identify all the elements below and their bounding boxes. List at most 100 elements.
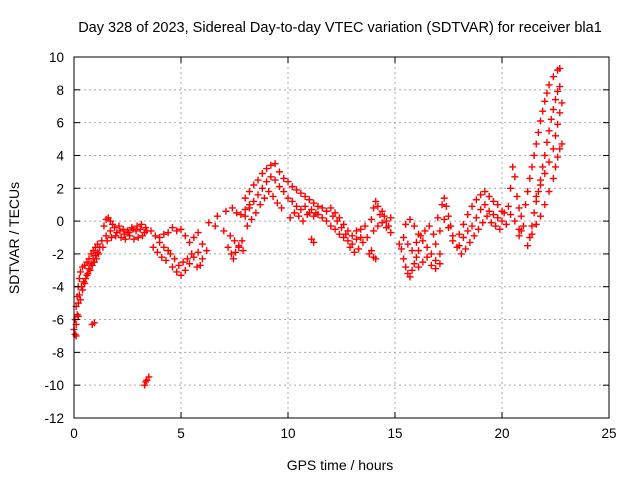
x-axis-label: GPS time / hours: [287, 457, 394, 473]
data-point: [445, 212, 452, 220]
x-tick-label: 25: [601, 426, 616, 441]
data-point: [265, 188, 273, 196]
data-point: [100, 222, 108, 230]
data-point: [224, 243, 232, 251]
data-point: [363, 234, 371, 241]
data-point: [82, 275, 90, 283]
x-tick-label: 5: [177, 426, 185, 441]
data-point: [415, 263, 423, 271]
y-tick-label: -2: [52, 247, 64, 262]
y-axis: -12 -10 -8 -6 -4 -2 0 2 4 6 8 10: [44, 50, 609, 426]
data-point: [132, 227, 140, 235]
data-point: [141, 381, 149, 389]
data-point: [464, 211, 472, 219]
data-point: [346, 243, 354, 251]
data-point: [303, 211, 311, 219]
data-point: [323, 207, 331, 215]
data-point: [263, 178, 271, 186]
y-tick-label: 4: [56, 148, 64, 163]
data-point: [513, 192, 521, 200]
data-point: [75, 275, 83, 283]
data-point: [175, 261, 183, 269]
data-point: [164, 229, 172, 237]
data-point: [158, 253, 166, 261]
data-point: [372, 197, 380, 205]
data-point: [367, 247, 375, 255]
data-point: [190, 234, 198, 241]
data-point: [445, 224, 452, 232]
data-point: [378, 207, 386, 215]
data-point: [397, 245, 405, 253]
data-point: [126, 232, 134, 240]
data-point: [87, 260, 95, 268]
data-point: [534, 128, 542, 136]
data-point: [99, 243, 107, 251]
data-point: [151, 232, 159, 240]
data-point: [558, 99, 566, 107]
data-point: [164, 247, 172, 255]
data-point: [323, 217, 331, 225]
data-point: [402, 263, 410, 271]
data-point: [410, 222, 418, 230]
data-point: [543, 138, 551, 146]
data-point: [485, 192, 493, 200]
data-point: [271, 160, 279, 168]
data-point: [440, 215, 448, 223]
data-point: [119, 225, 127, 233]
data-point: [479, 219, 487, 227]
data-point: [481, 188, 489, 196]
data-point: [539, 107, 547, 115]
data-point: [382, 224, 390, 232]
data-point: [94, 248, 102, 256]
y-tick-label: 10: [49, 50, 64, 65]
data-point: [160, 230, 168, 238]
data-point: [254, 176, 262, 184]
data-point: [288, 183, 296, 191]
data-point: [408, 247, 416, 255]
data-point: [434, 214, 442, 222]
data-point: [75, 291, 83, 299]
data-point: [517, 227, 525, 235]
data-point: [310, 199, 318, 207]
data-point: [477, 191, 485, 199]
data-point: [301, 202, 309, 210]
data-point: [252, 209, 260, 217]
data-point: [293, 202, 301, 210]
data-point: [406, 273, 414, 281]
y-tick-label: 8: [56, 83, 64, 98]
data-point: [250, 181, 258, 189]
data-point: [198, 255, 206, 263]
x-tick-label: 10: [280, 426, 295, 441]
data-point: [470, 232, 478, 240]
data-point: [489, 211, 497, 219]
data-point: [526, 174, 534, 182]
data-point: [552, 163, 559, 171]
data-point: [537, 181, 545, 189]
data-point: [537, 117, 545, 125]
data-point: [74, 312, 82, 320]
data-point: [528, 222, 536, 230]
data-point: [556, 109, 564, 117]
data-point: [404, 240, 412, 248]
data-point: [380, 212, 388, 220]
data-point: [160, 243, 168, 251]
data-point: [558, 140, 566, 148]
data-point: [171, 255, 179, 263]
data-point: [239, 247, 247, 255]
data-point: [333, 217, 341, 225]
data-point: [554, 87, 562, 95]
x-tick-label: 15: [387, 426, 402, 441]
data-point: [382, 217, 390, 225]
data-point: [142, 378, 150, 386]
data-point: [500, 209, 508, 217]
data-point: [552, 132, 559, 140]
data-point: [318, 204, 326, 212]
data-point: [284, 178, 292, 186]
data-point: [71, 330, 79, 338]
data-point: [549, 145, 557, 153]
data-point: [436, 250, 444, 258]
data-point: [103, 237, 111, 245]
data-point: [121, 235, 129, 243]
data-point: [419, 237, 427, 245]
data-point: [231, 237, 238, 245]
